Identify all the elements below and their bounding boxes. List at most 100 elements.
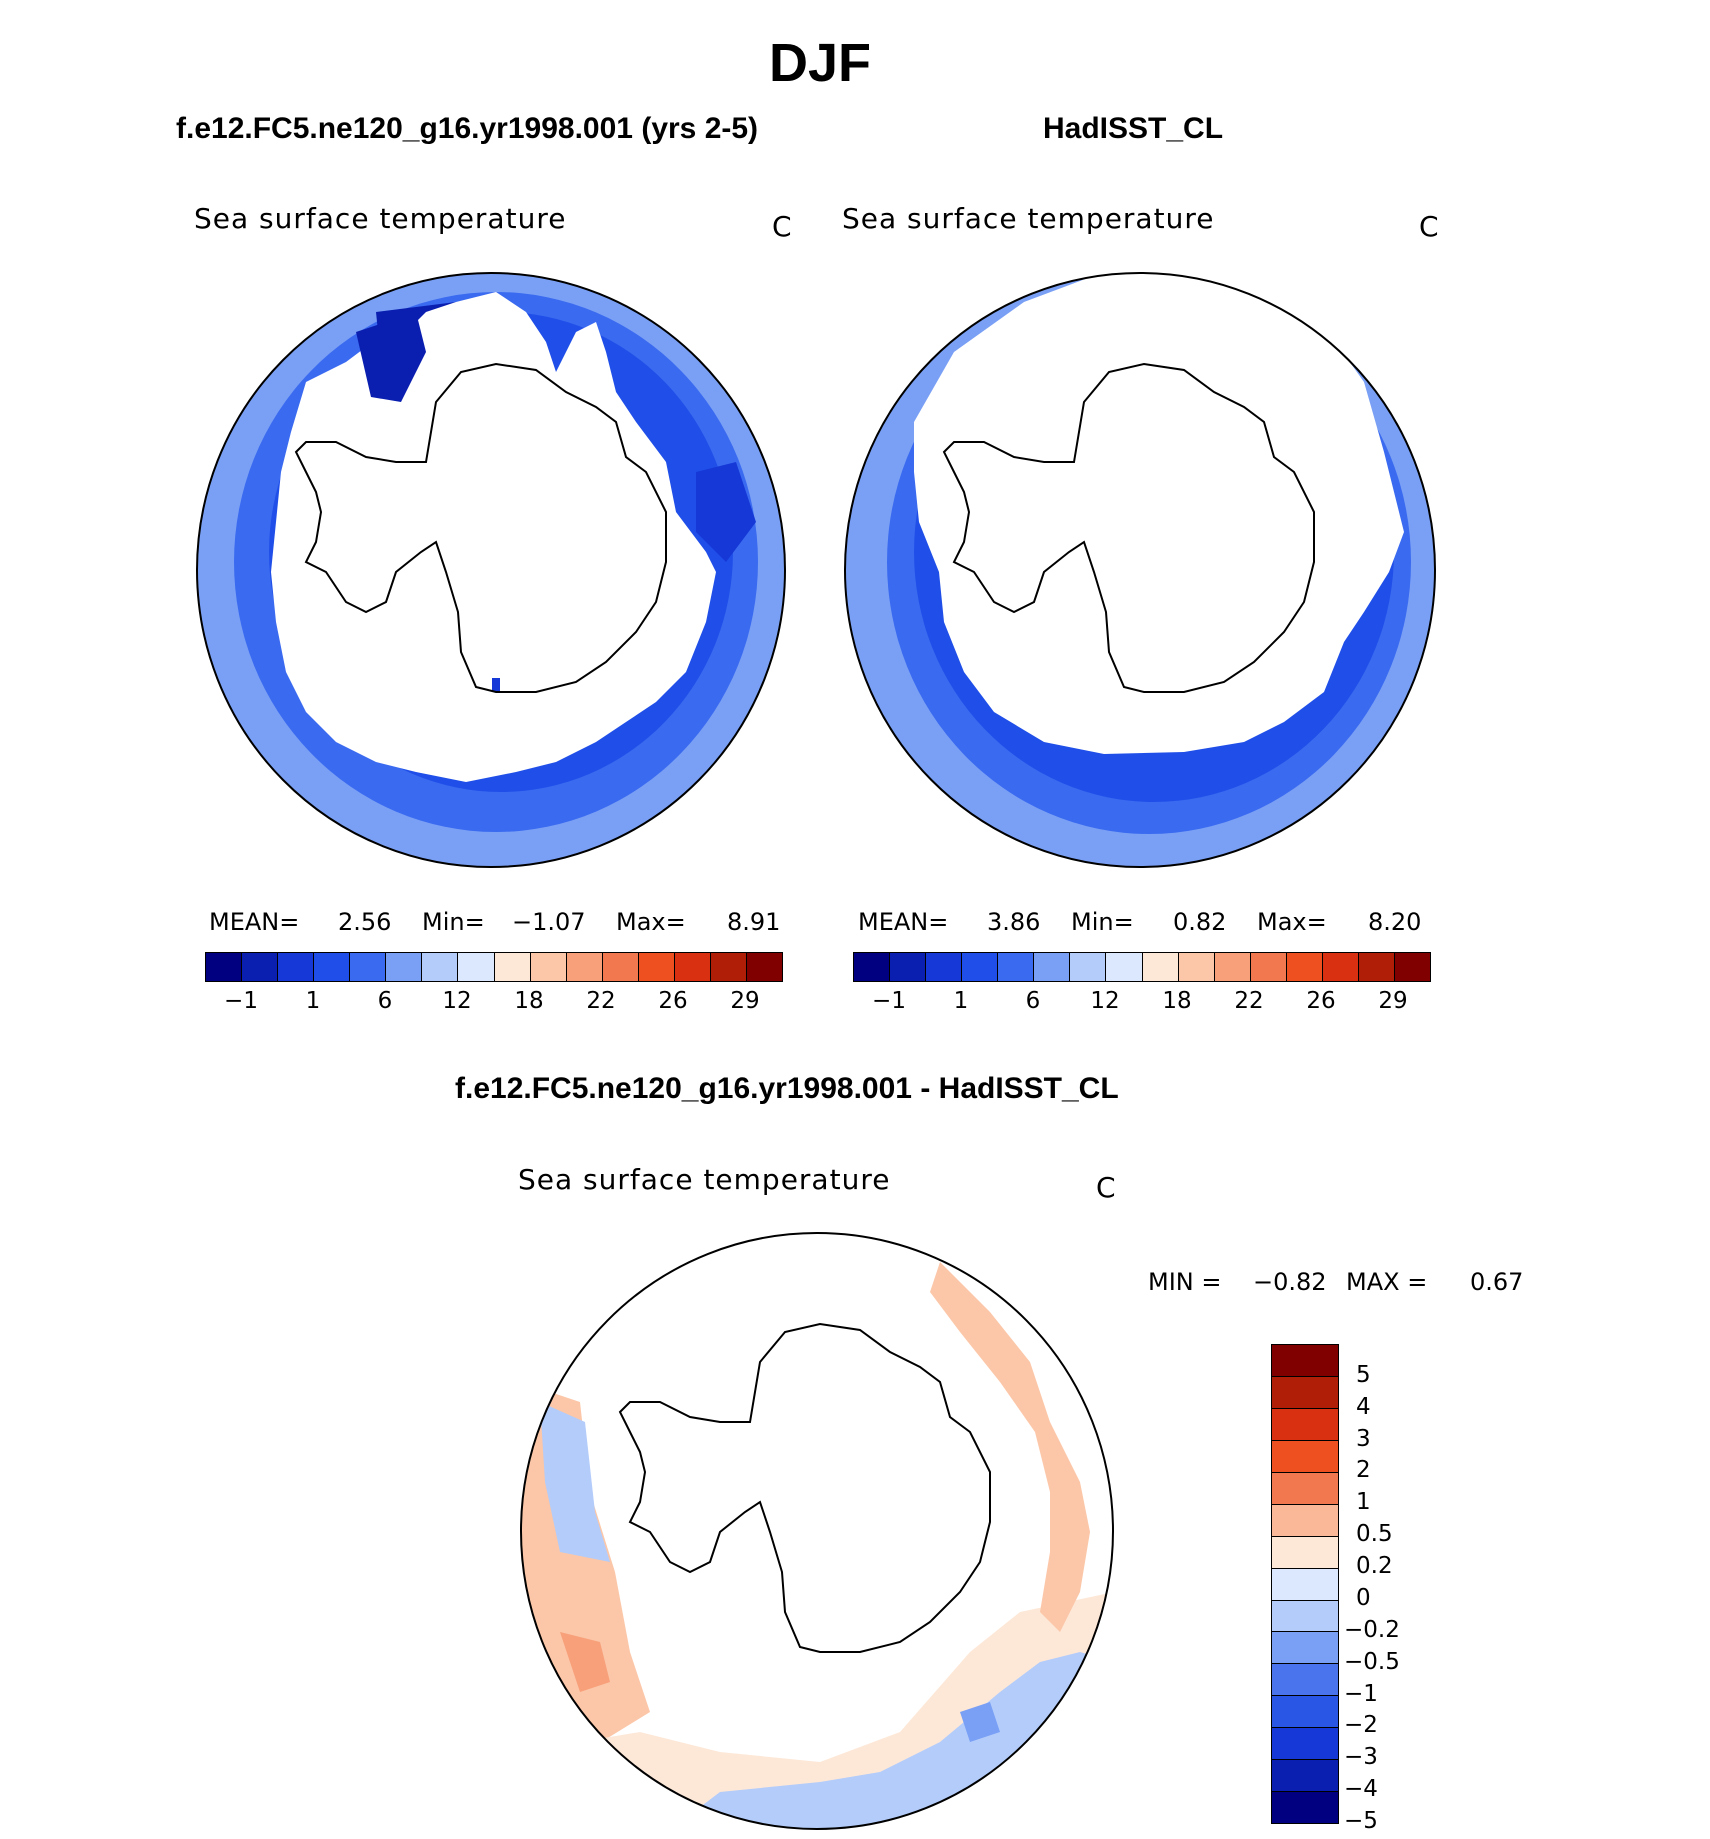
diff-max-label: MAX = [1346, 1268, 1428, 1296]
obs-colorbar-swatch [1394, 953, 1430, 981]
model-colorbar-tick-label: 29 [730, 988, 760, 1014]
obs-colorbar-swatch [1142, 953, 1179, 981]
diff-colorbar-ticks: 5 4 3 2 1 0.5 0.2 0 −0.2 −0.5 −1 −2 −3 −4 −5 [1344, 1344, 1452, 1834]
diff-units-label: C [1096, 1171, 1117, 1204]
diff-colorbar-tick-label: 5 [1356, 1361, 1371, 1388]
diff-colorbar [1271, 1344, 1339, 1824]
model-colorbar-swatch [206, 953, 243, 981]
model-colorbar-tick-label: 26 [658, 988, 688, 1014]
model-colorbar-swatch [422, 953, 459, 981]
model-max-label: Max= [616, 908, 686, 936]
obs-panel-title: HadISST_CL [1043, 112, 1224, 145]
model-colorbar-swatch [314, 953, 351, 981]
diff-min-label: MIN = [1148, 1268, 1222, 1296]
obs-mean-label: MEAN= [858, 908, 949, 936]
diff-colorbar-swatch [1272, 1408, 1338, 1441]
model-colorbar-swatch [566, 953, 603, 981]
diff-colorbar-tick-label: −0.5 [1344, 1648, 1400, 1675]
model-colorbar-tick-label: 22 [586, 988, 616, 1014]
obs-colorbar-swatch [890, 953, 927, 981]
obs-colorbar-tick-label: 1 [953, 988, 969, 1014]
diff-sst-map [520, 1232, 1114, 1830]
model-colorbar-ticks: −1 1 6 12 18 22 26 29 [205, 988, 781, 1018]
diff-colorbar-tick-label: −1 [1344, 1680, 1378, 1707]
diff-min-value: −0.82 [1253, 1268, 1327, 1296]
model-colorbar-swatch [386, 953, 423, 981]
model-colorbar-swatch [530, 953, 567, 981]
model-colorbar-swatch [710, 953, 747, 981]
obs-colorbar-swatch [1034, 953, 1071, 981]
diff-colorbar-tick-label: 0.2 [1356, 1553, 1393, 1580]
diff-colorbar-swatch [1272, 1696, 1338, 1729]
diff-max-value: 0.67 [1470, 1268, 1524, 1296]
diff-colorbar-swatch [1272, 1760, 1338, 1793]
obs-colorbar-tick-label: 12 [1090, 988, 1120, 1014]
diff-colorbar-swatch [1272, 1376, 1338, 1409]
diff-colorbar-swatch [1272, 1345, 1338, 1377]
diff-colorbar-swatch [1272, 1472, 1338, 1505]
obs-colorbar-swatch [1250, 953, 1287, 981]
obs-colorbar-swatch [926, 953, 963, 981]
obs-min-value: 0.82 [1173, 908, 1227, 936]
obs-colorbar-swatch [854, 953, 891, 981]
obs-colorbar-tick-label: 26 [1306, 988, 1336, 1014]
diff-colorbar-swatch [1272, 1536, 1338, 1569]
obs-min-label: Min= [1071, 908, 1134, 936]
model-mean-label: MEAN= [209, 908, 300, 936]
diff-colorbar-tick-label: 2 [1356, 1457, 1371, 1484]
model-colorbar-swatch [638, 953, 675, 981]
diff-colorbar-swatch [1272, 1600, 1338, 1633]
model-colorbar-tick-label: 18 [514, 988, 544, 1014]
obs-sst-map [844, 272, 1436, 868]
model-variable-label: Sea surface temperature [194, 202, 567, 235]
diff-colorbar-tick-label: −5 [1344, 1808, 1378, 1834]
obs-variable-label: Sea surface temperature [842, 202, 1215, 235]
model-max-value: 8.91 [727, 908, 781, 936]
obs-colorbar-swatch [1322, 953, 1359, 981]
diff-panel-title: f.e12.FC5.ne120_g16.yr1998.001 - HadISST… [455, 1072, 1119, 1105]
obs-colorbar-tick-label: 18 [1162, 988, 1192, 1014]
diff-colorbar-tick-label: 4 [1356, 1393, 1371, 1420]
obs-max-label: Max= [1257, 908, 1327, 936]
model-colorbar-swatch [494, 953, 531, 981]
page-title: DJF [768, 33, 871, 93]
diff-colorbar-tick-label: −0.2 [1344, 1616, 1400, 1643]
obs-colorbar-swatch [962, 953, 999, 981]
diff-colorbar-tick-label: 0.5 [1356, 1521, 1393, 1548]
model-mean-value: 2.56 [338, 908, 392, 936]
model-units-label: C [772, 210, 793, 243]
diff-colorbar-swatch [1272, 1632, 1338, 1665]
model-colorbar-swatch [602, 953, 639, 981]
obs-colorbar [853, 952, 1431, 982]
model-colorbar-tick-label: −1 [224, 988, 258, 1014]
obs-colorbar-swatch [1106, 953, 1143, 981]
model-min-label: Min= [422, 908, 485, 936]
obs-colorbar-swatch [1286, 953, 1323, 981]
obs-colorbar-swatch [1070, 953, 1107, 981]
model-sst-map [196, 272, 786, 868]
obs-colorbar-swatch [1358, 953, 1395, 981]
model-min-value: −1.07 [512, 908, 586, 936]
model-colorbar-tick-label: 1 [305, 988, 321, 1014]
diff-colorbar-swatch [1272, 1568, 1338, 1601]
diff-colorbar-tick-label: 3 [1356, 1425, 1371, 1452]
model-colorbar-swatch [674, 953, 711, 981]
obs-colorbar-tick-label: −1 [872, 988, 906, 1014]
obs-mean-value: 3.86 [987, 908, 1041, 936]
model-colorbar-swatch [278, 953, 315, 981]
model-colorbar-swatch [746, 953, 782, 981]
obs-colorbar-swatch [998, 953, 1035, 981]
diff-colorbar-tick-label: −4 [1344, 1776, 1378, 1803]
obs-colorbar-tick-label: 22 [1234, 988, 1264, 1014]
obs-units-label: C [1419, 210, 1440, 243]
model-colorbar-tick-label: 6 [377, 988, 393, 1014]
model-colorbar-swatch [242, 953, 279, 981]
model-panel-title: f.e12.FC5.ne120_g16.yr1998.001 (yrs 2-5) [176, 112, 759, 145]
model-colorbar-swatch [458, 953, 495, 981]
obs-max-value: 8.20 [1368, 908, 1422, 936]
diff-colorbar-tick-label: −2 [1344, 1712, 1378, 1739]
diff-colorbar-swatch [1272, 1792, 1338, 1824]
diff-colorbar-tick-label: 1 [1356, 1489, 1371, 1516]
obs-colorbar-swatch [1178, 953, 1215, 981]
obs-colorbar-ticks: −1 1 6 12 18 22 26 29 [853, 988, 1429, 1018]
